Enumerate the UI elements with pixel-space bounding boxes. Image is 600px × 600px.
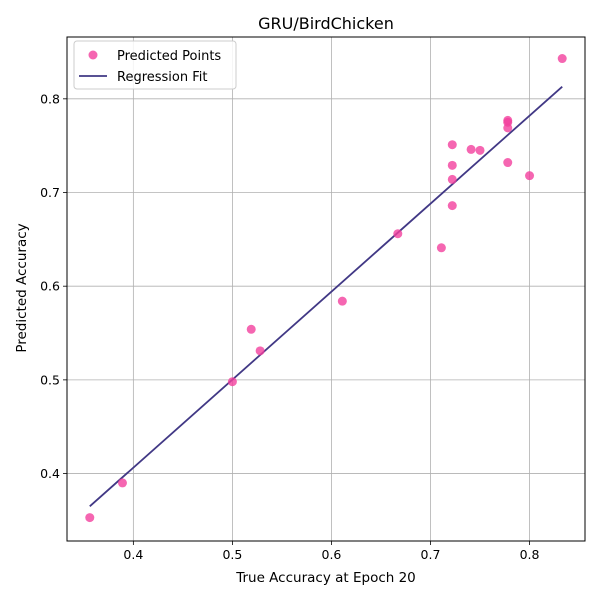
y-tick-label: 0.7 [40, 185, 60, 200]
y-tick-label: 0.8 [40, 91, 60, 106]
points-layer [85, 54, 567, 523]
data-point [466, 144, 476, 154]
chart-title: GRU/BirdChicken [258, 14, 394, 33]
data-point [255, 346, 265, 356]
y-axis-label: Predicted Accuracy [14, 223, 30, 352]
data-point [447, 140, 457, 150]
y-tick-label: 0.4 [40, 466, 60, 481]
x-tick-label: 0.8 [520, 547, 540, 562]
data-point [227, 377, 237, 387]
data-point [503, 115, 513, 125]
x-axis-ticks: 0.4 0.5 0.6 0.7 0.8 [123, 541, 540, 562]
data-point [246, 324, 256, 334]
y-axis-ticks: 0.4 0.5 0.6 0.7 0.8 [40, 91, 67, 481]
data-point [525, 171, 535, 181]
regression-fit-line [89, 85, 563, 508]
data-point [393, 229, 403, 239]
plot-frame [66, 36, 586, 542]
data-point [337, 296, 347, 306]
y-tick-label: 0.6 [40, 279, 60, 294]
legend-box [73, 40, 237, 90]
x-tick-label: 0.4 [123, 547, 143, 562]
legend-label-regression-fit: Regression Fit [117, 70, 207, 85]
data-point [436, 243, 446, 253]
data-point [447, 201, 457, 211]
data-point [117, 478, 127, 488]
data-point [85, 513, 95, 523]
data-point [475, 145, 485, 155]
data-point [447, 160, 457, 170]
x-axis-label: True Accuracy at Epoch 20 [235, 570, 416, 586]
legend-marker-predicted-points [88, 50, 98, 60]
data-point [503, 158, 513, 168]
x-tick-label: 0.5 [222, 547, 242, 562]
regression-layer [89, 85, 563, 508]
data-point [447, 174, 457, 184]
grid [67, 37, 585, 541]
data-point [557, 54, 567, 64]
x-tick-label: 0.6 [322, 547, 342, 562]
y-tick-label: 0.5 [40, 372, 60, 387]
legend: Predicted Points Regression Fit [73, 40, 237, 90]
legend-label-predicted-points: Predicted Points [117, 49, 221, 64]
x-tick-label: 0.7 [421, 547, 441, 562]
